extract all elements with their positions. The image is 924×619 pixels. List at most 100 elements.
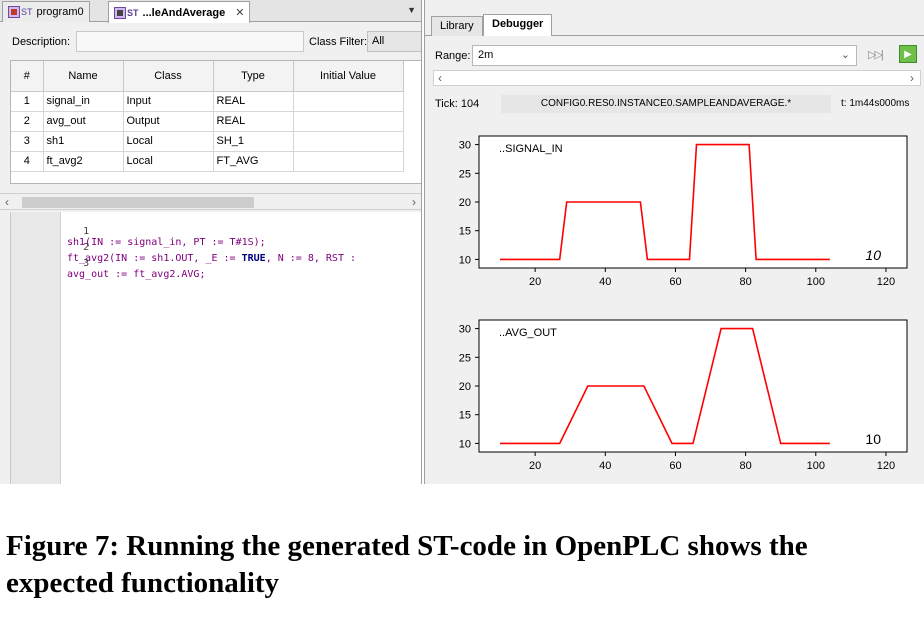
row-number: 2 — [11, 111, 44, 132]
range-select[interactable]: 2m ⌄ — [472, 45, 857, 66]
st-code-editor[interactable]: 1 sh1(IN := signal_in, PT := T#1S); 2 ft… — [10, 212, 421, 484]
debugger-pane: Library Debugger Range: 2m ⌄ ▷▷| ▶ ‹ › T… — [424, 0, 924, 484]
y-tick-label: 25 — [459, 168, 471, 180]
table-horizontal-scrollbar[interactable]: ‹ › — [0, 193, 421, 210]
code-text[interactable]: ft_avg2(IN := sh1.OUT, _E := TRUE, N := … — [67, 253, 356, 264]
range-label: Range: — [435, 50, 471, 62]
scroll-right-icon[interactable]: › — [910, 71, 914, 85]
variable-initial-value[interactable] — [293, 91, 404, 112]
variable-initial-value[interactable] — [293, 111, 404, 132]
description-label: Description: — [12, 36, 71, 48]
x-tick-label: 120 — [877, 460, 895, 472]
scroll-left-icon[interactable]: ‹ — [5, 195, 9, 209]
table-row[interactable]: 1 signal_in Input REAL — [11, 91, 404, 112]
avg-out-chart-svg: 10 15 20 25 30 20 40 60 80 100 120 ..AVG_OUT 10 — [459, 319, 908, 472]
x-tick-label: 60 — [669, 276, 681, 288]
code-line[interactable]: 1 sh1(IN := signal_in, PT := T#1S); — [11, 215, 266, 248]
chevron-down-icon: ⌄ — [840, 49, 850, 61]
debugger-tab-bar: Library Debugger — [425, 14, 924, 36]
x-tick-label: 40 — [599, 276, 611, 288]
code-segment: ft_avg2(IN := sh1.OUT, _E := — [67, 253, 242, 264]
variable-initial-value[interactable] — [293, 151, 404, 172]
line-number-gutter — [11, 212, 61, 484]
st-function-block-icon: ST — [114, 6, 139, 19]
editor-tab-bar: ST program0 ST ...leAndAverage ✕ ▼ — [0, 0, 421, 23]
code-segment: , N := 8, RST : — [265, 253, 357, 264]
scroll-right-icon[interactable]: › — [412, 195, 416, 209]
figure-caption: Figure 7: Running the generated ST-code … — [6, 530, 808, 599]
st-program-icon: ST — [8, 6, 33, 18]
skip-to-end-icon[interactable]: ▷▷| — [868, 49, 884, 61]
column-header-number[interactable]: # — [11, 61, 44, 92]
variable-class[interactable]: Output — [123, 111, 214, 132]
tab-sample-and-average[interactable]: ST ...leAndAverage ✕ — [108, 1, 251, 23]
tab-list-dropdown-icon[interactable]: ▼ — [407, 5, 416, 15]
y-tick-label: 25 — [459, 352, 471, 364]
variable-class[interactable]: Input — [123, 91, 214, 112]
variable-class[interactable]: Local — [123, 151, 214, 172]
value-annotation: 10 — [865, 431, 881, 447]
signal-in-chart-svg: 10 15 20 25 30 20 40 60 80 100 120 ..SIGNAL_IN 10 — [459, 135, 908, 288]
chart-series-title: ..SIGNAL_IN — [499, 143, 563, 155]
close-icon[interactable]: ✕ — [235, 7, 245, 19]
line-number: 3 — [83, 258, 90, 269]
variable-type[interactable]: REAL — [213, 111, 294, 132]
code-line[interactable]: 2 ft_avg2(IN := sh1.OUT, _E := TRUE, N :… — [11, 231, 356, 264]
tab-debugger[interactable]: Debugger — [483, 14, 553, 36]
variable-type[interactable]: FT_AVG — [213, 151, 294, 172]
tab-label: ...leAndAverage — [142, 6, 226, 19]
variable-name[interactable]: sh1 — [43, 131, 124, 152]
debugger-horizontal-scrollbar[interactable]: ‹ › — [433, 70, 921, 86]
scrollbar-thumb[interactable] — [22, 197, 254, 208]
x-tick-label: 80 — [739, 276, 751, 288]
y-tick-label: 15 — [459, 410, 471, 422]
column-header-type[interactable]: Type — [213, 61, 294, 92]
y-tick-label: 10 — [459, 254, 471, 266]
avg-out-chart[interactable]: 10 15 20 25 30 20 40 60 80 100 120 ..AVG_OUT 10 — [425, 310, 924, 482]
variable-name[interactable]: ft_avg2 — [43, 151, 124, 172]
description-input[interactable] — [76, 31, 304, 52]
table-row[interactable]: 4 ft_avg2 Local FT_AVG — [11, 151, 404, 172]
series-line — [500, 327, 830, 445]
row-number: 3 — [11, 131, 44, 152]
description-row: Description: Class Filter: All — [0, 30, 421, 54]
table-header: # Name Class Type Initial Value — [11, 61, 404, 92]
line-number: 2 — [83, 242, 90, 253]
tab-program0[interactable]: ST program0 — [2, 1, 90, 22]
variable-type[interactable]: REAL — [213, 91, 294, 112]
variable-type[interactable]: SH_1 — [213, 131, 294, 152]
column-header-class[interactable]: Class — [123, 61, 214, 92]
y-tick-label: 15 — [459, 226, 471, 238]
y-tick-label: 30 — [459, 324, 471, 336]
class-filter-label: Class Filter: — [309, 36, 368, 48]
tick-label: Tick: 104 — [435, 98, 480, 110]
y-tick-label: 10 — [459, 438, 471, 450]
y-tick-label: 20 — [459, 381, 471, 393]
variable-class[interactable]: Local — [123, 131, 214, 152]
table-row[interactable]: 3 sh1 Local SH_1 — [11, 131, 404, 152]
class-filter-select[interactable]: All — [367, 31, 421, 52]
column-header-initial-value[interactable]: Initial Value — [293, 61, 404, 92]
variable-name[interactable]: signal_in — [43, 91, 124, 112]
time-label: t: 1m44s000ms — [841, 98, 910, 109]
export-graph-icon[interactable]: ▶ — [899, 45, 917, 63]
value-annotation: 10 — [865, 247, 881, 263]
code-text[interactable]: sh1(IN := signal_in, PT := T#1S); — [67, 237, 266, 248]
x-tick-label: 60 — [669, 460, 681, 472]
variable-initial-value[interactable] — [293, 131, 404, 152]
tab-label: program0 — [36, 6, 84, 18]
keyword-true: TRUE — [241, 253, 266, 264]
x-tick-label: 80 — [739, 460, 751, 472]
range-value: 2m — [478, 49, 494, 61]
table-row[interactable]: 2 avg_out Output REAL — [11, 111, 404, 132]
code-text[interactable]: avg_out := ft_avg2.AVG; — [67, 269, 206, 280]
column-header-name[interactable]: Name — [43, 61, 124, 92]
signal-in-chart[interactable]: 10 15 20 25 30 20 40 60 80 100 120 ..SIGNAL_IN 10 — [425, 126, 924, 298]
scroll-left-icon[interactable]: ‹ — [438, 71, 442, 85]
variables-table: # Name Class Type Initial Value 1 signal… — [10, 60, 421, 184]
variable-name[interactable]: avg_out — [43, 111, 124, 132]
code-line[interactable]: 3 avg_out := ft_avg2.AVG; — [11, 247, 205, 280]
tab-library[interactable]: Library — [431, 16, 483, 36]
series-line — [500, 143, 830, 261]
pou-editor-pane: ST program0 ST ...leAndAverage ✕ ▼ Descr… — [0, 0, 422, 484]
